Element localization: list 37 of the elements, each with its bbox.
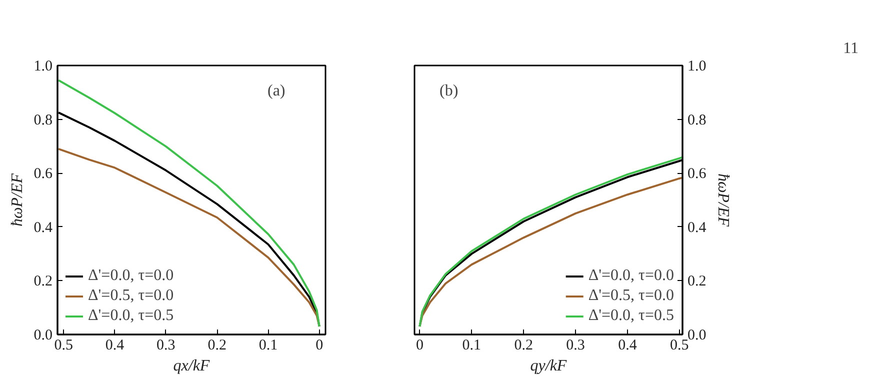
y-tick-label: 0.0 [34, 328, 52, 344]
x-axis-title: qy/kF [530, 358, 567, 374]
y-axis-title: ħωP/EF [8, 173, 26, 227]
y2-tick-label: 0.2 [688, 274, 706, 290]
x-tick-label: 0.4 [105, 338, 125, 354]
y2-axis-title: ħωP/EF [714, 173, 732, 227]
annotation: (a) [268, 82, 286, 100]
legend-label: Δ'=0.0, τ=0.0 [88, 266, 174, 286]
x-axis-title: qx/kF [173, 358, 210, 374]
x-tick-label: 0 [416, 338, 424, 354]
x-tick-label: 0.5 [670, 338, 689, 354]
y2-tick-label: 0.4 [688, 220, 707, 236]
x-tick-label: 0.3 [156, 338, 176, 354]
x-tick-label: 0.4 [618, 338, 638, 354]
x-tick-label: 0.2 [514, 338, 533, 354]
legend-label: Δ'=0.0, τ=0.0 [588, 266, 674, 286]
y2-tick-label: 0.6 [688, 166, 707, 182]
y-tick-label: 0.6 [34, 166, 53, 182]
annotation: (b) [440, 82, 458, 100]
y-tick-label: 0.4 [34, 220, 53, 236]
x-tick-label: 0.1 [462, 338, 482, 354]
y2-tick-label: 0.0 [688, 328, 706, 344]
y-tick-label: 1.0 [34, 58, 52, 74]
x-tick-label: 0.2 [208, 338, 226, 354]
x-tick-label: 0.5 [54, 338, 74, 354]
legend-label: Δ'=0.0, τ=0.5 [588, 306, 674, 326]
legend-label: Δ'=0.5, τ=0.0 [88, 286, 174, 306]
y2-tick-label: 1.0 [688, 58, 706, 74]
y-tick-label: 0.8 [34, 112, 52, 128]
x-tick-label: 0 [316, 338, 324, 354]
legend-label: Δ'=0.0, τ=0.5 [88, 306, 174, 326]
x-tick-label: 0.3 [566, 338, 585, 354]
y-tick-label: 0.2 [34, 274, 52, 290]
x-tick-label: 0.1 [258, 338, 278, 354]
text: 11 [843, 40, 858, 57]
y2-tick-label: 0.8 [688, 112, 706, 128]
legend-label: Δ'=0.5, τ=0.0 [588, 286, 674, 306]
